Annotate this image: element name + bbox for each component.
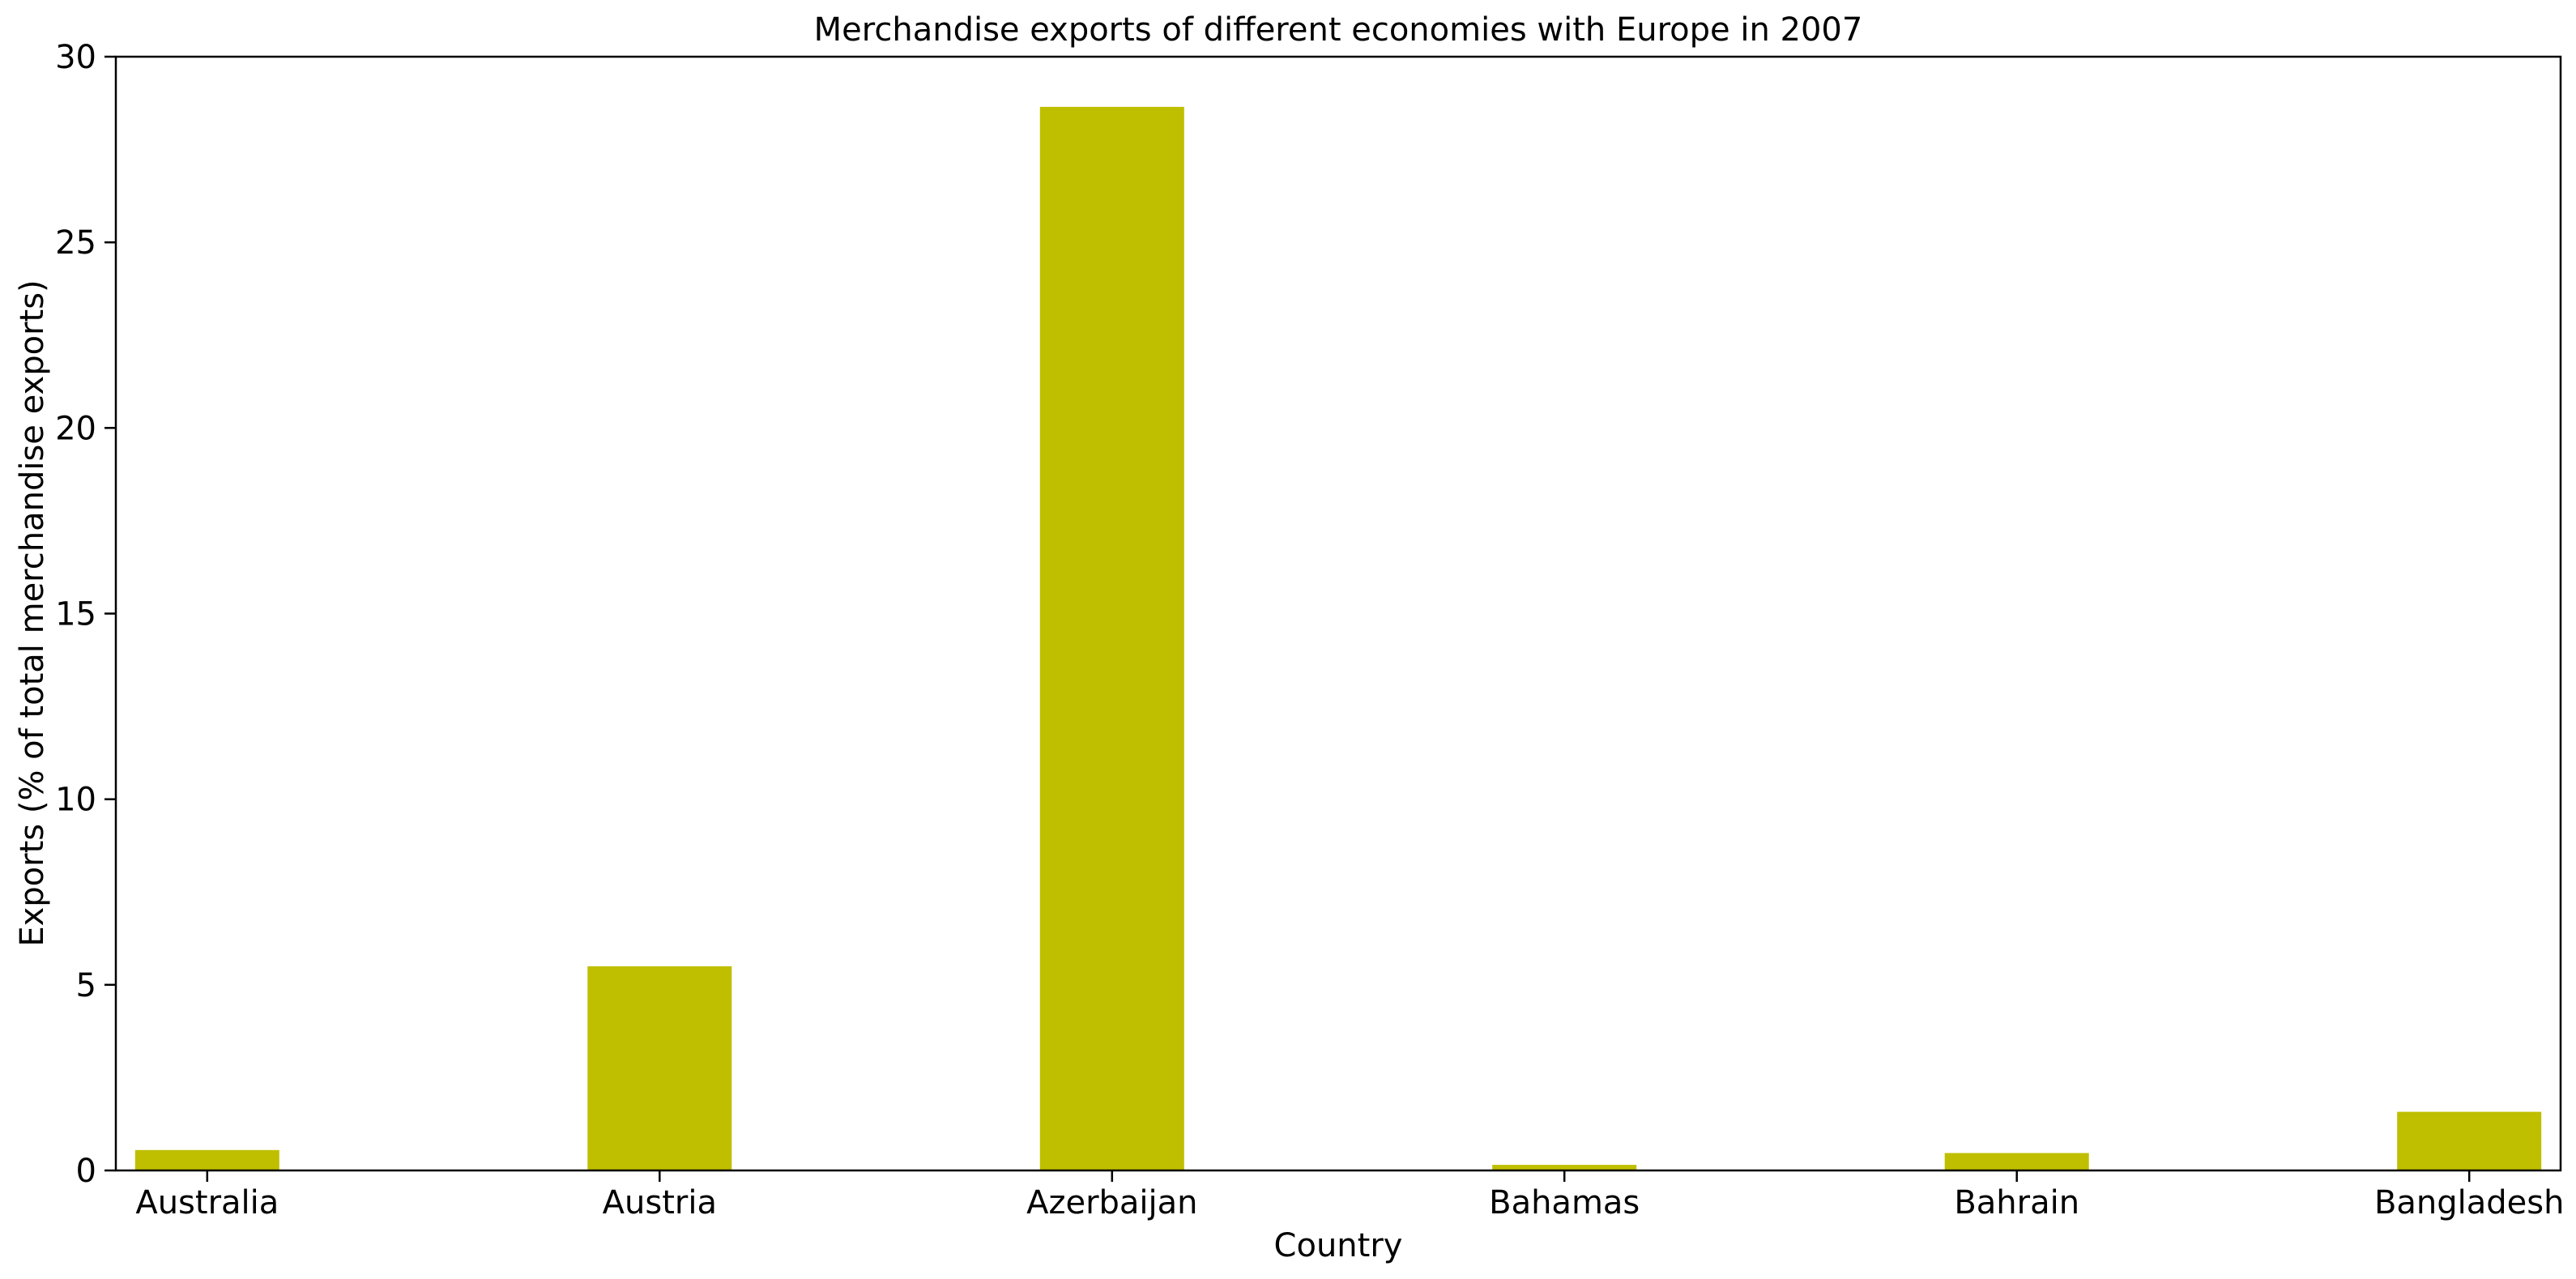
x-axis: Australia Austria Azerbaijan Bahamas Bahrain… (135, 1170, 2564, 1221)
y-axis-label: Exports (% of total merchandise exports) (14, 279, 51, 946)
y-tick-label: 30 (55, 39, 96, 76)
x-tick-label-bahrain: Bahrain (1954, 1184, 2079, 1221)
y-tick-label: 15 (55, 596, 96, 633)
plot-background (116, 57, 2561, 1170)
y-tick-label: 5 (76, 967, 96, 1004)
plot-area (114, 55, 2562, 1172)
y-tick-label: 20 (55, 410, 96, 447)
bar-austria (587, 966, 732, 1170)
x-tick-label-austria: Austria (603, 1184, 717, 1221)
x-tick-label-australia: Australia (135, 1184, 279, 1221)
x-tick-label-azerbaijan: Azerbaijan (1026, 1184, 1197, 1221)
y-tick-label: 25 (55, 224, 96, 262)
bar-bangladesh (2397, 1111, 2542, 1170)
bar-azerbaijan (1039, 106, 1184, 1170)
bars-layer (134, 106, 2542, 1170)
chart-title: Merchandise exports of different economi… (814, 11, 1863, 49)
bar-bahamas (1492, 1165, 1637, 1170)
x-tick-label-bahamas: Bahamas (1489, 1184, 1640, 1221)
x-tick-label-bangladesh: Bangladesh (2374, 1184, 2565, 1221)
bar-australia (134, 1149, 279, 1170)
y-tick-label: 0 (76, 1153, 96, 1190)
bar-bahrain (1944, 1153, 2089, 1170)
x-axis-label: Country (1274, 1227, 1403, 1264)
y-axis: 0 5 10 15 20 25 30 (55, 39, 116, 1190)
y-tick-label: 10 (55, 782, 96, 819)
